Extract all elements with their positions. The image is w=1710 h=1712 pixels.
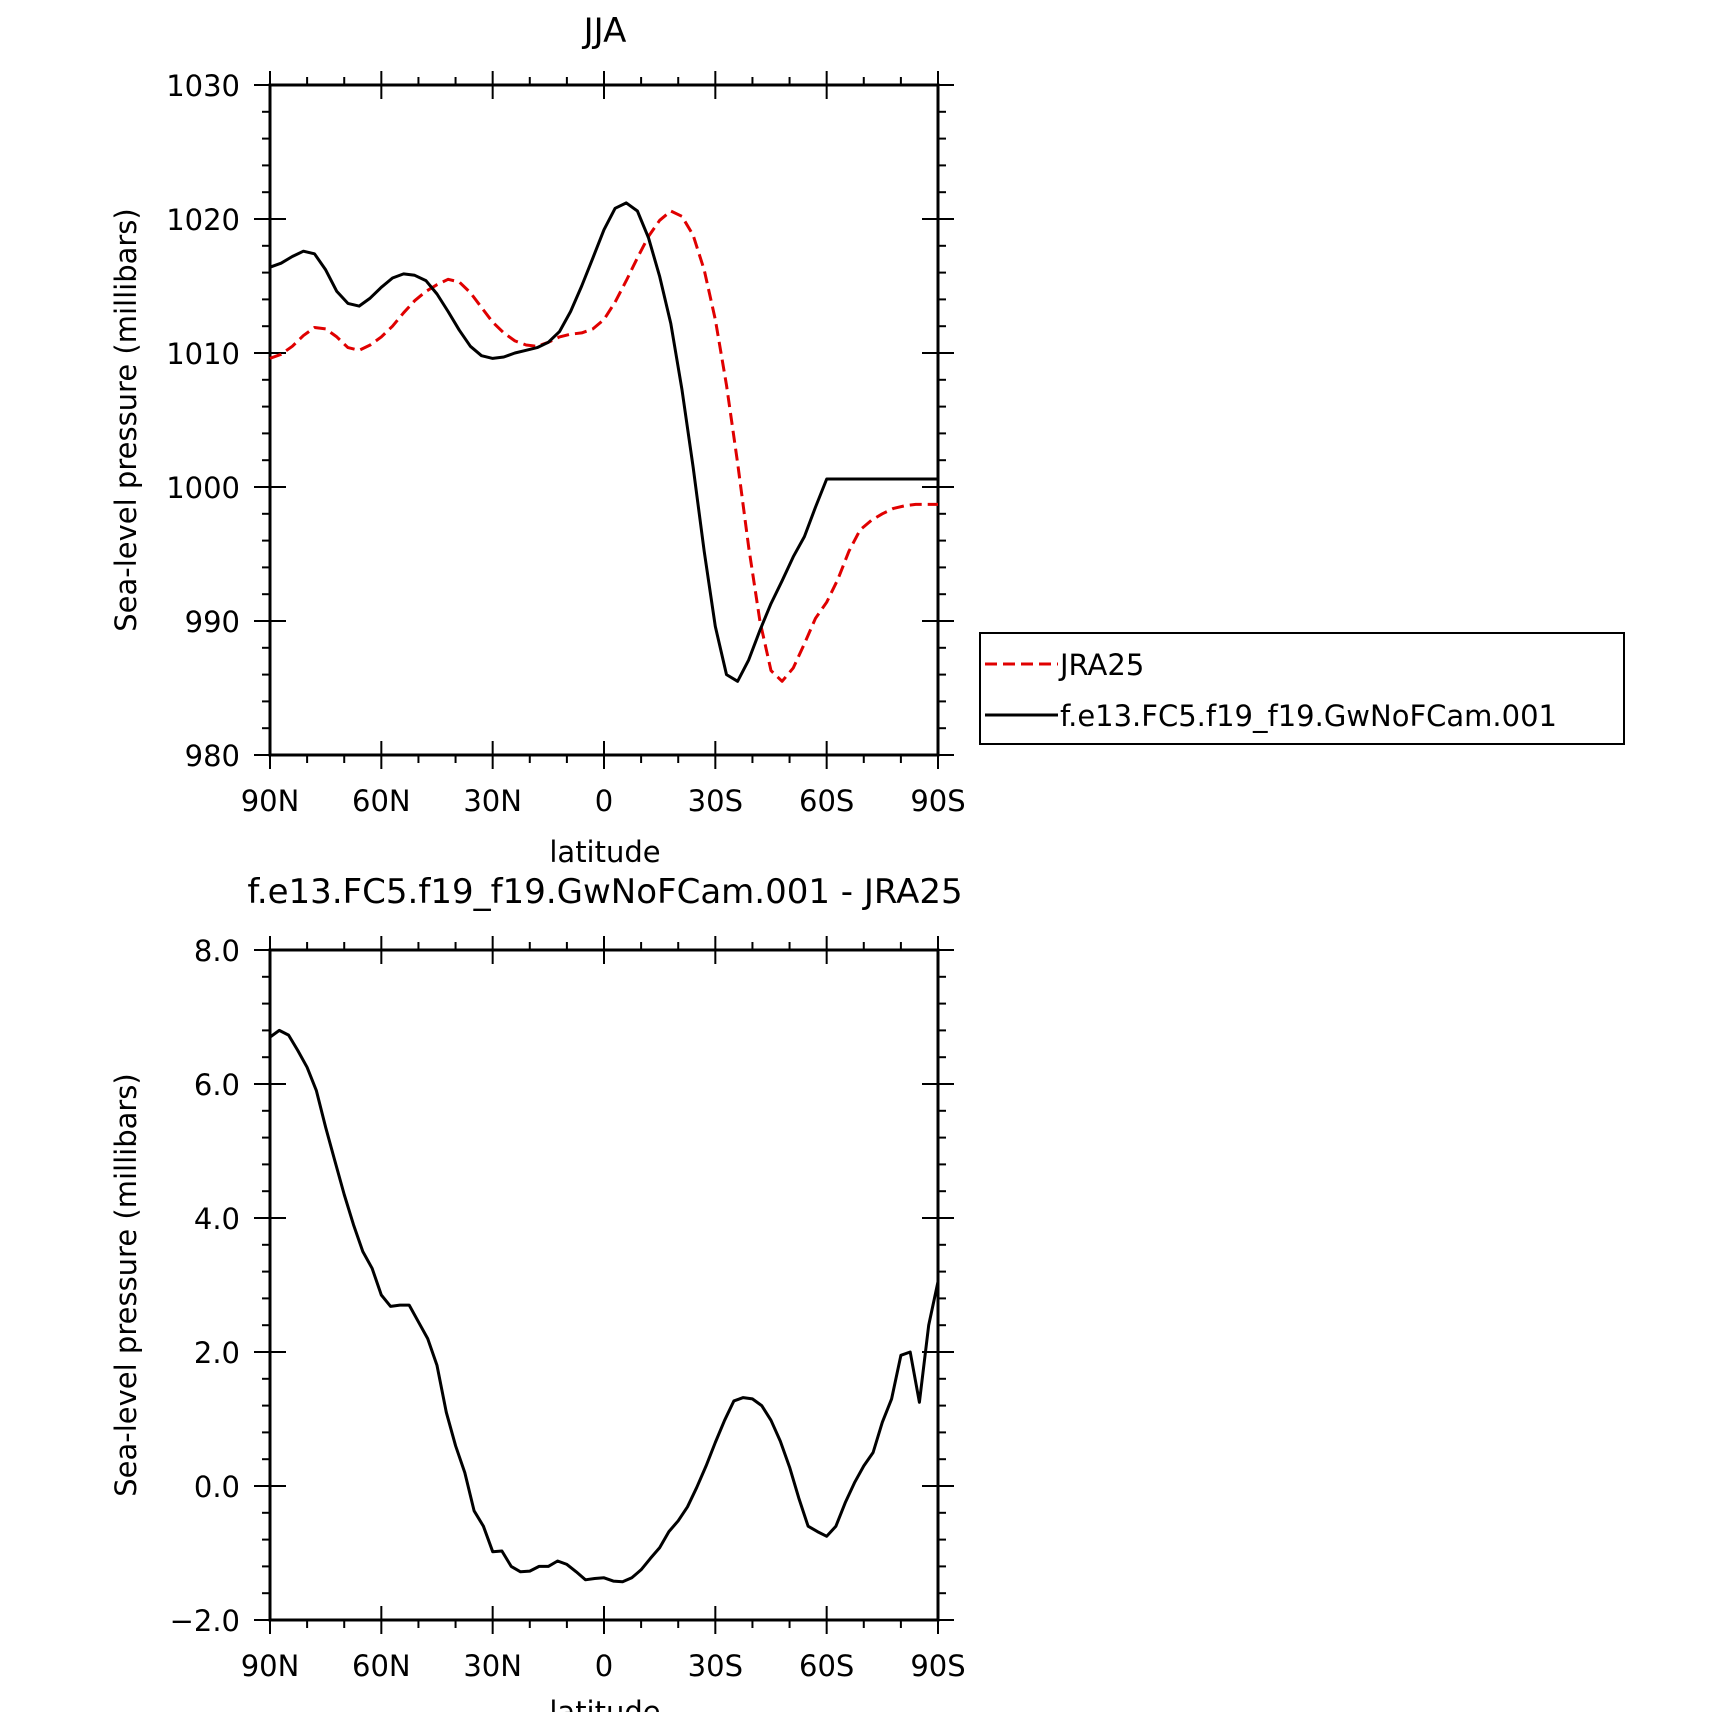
y-tick-label: −2.0: [170, 1604, 240, 1638]
legend-box: [979, 632, 1625, 745]
top-plot-frame: [268, 83, 940, 757]
x-tick-label: 60S: [799, 1649, 854, 1683]
bottom-plot-x-axis-label: latitude: [549, 1695, 660, 1712]
x-tick-label: 90N: [241, 784, 300, 818]
y-tick-label: 6.0: [194, 1068, 240, 1102]
y-tick-label: 0.0: [194, 1470, 240, 1504]
legend-label-model: f.e13.FC5.f19_f19.GwNoFCam.001: [1060, 699, 1557, 733]
y-tick-label: 990: [185, 605, 240, 639]
top-plot-y-axis-label: Sea-level pressure (millibars): [109, 208, 143, 631]
x-tick-label: 30S: [688, 784, 743, 818]
bottom-plot: f.e13.FC5.f19_f19.GwNoFCam.001 - JRA25 −…: [109, 872, 966, 1712]
y-tick-label: 1030: [166, 69, 240, 103]
x-tick-label: 0: [595, 1649, 613, 1683]
y-tick-label: 1010: [166, 337, 240, 371]
x-tick-label: 60N: [352, 784, 411, 818]
x-tick-label: 30S: [688, 1649, 743, 1683]
bottom-plot-x-tick-labels: 90N 60N 30N 0 30S 60S 90S: [241, 1649, 966, 1683]
y-tick-label: 1000: [166, 471, 240, 505]
x-tick-label: 0: [595, 784, 613, 818]
top-plot-y-tick-labels: 980 990 1000 1010 1020 1030: [166, 69, 240, 773]
y-tick-label: 2.0: [194, 1336, 240, 1370]
top-plot: JJA 980 990 1000 1010 1020 1030 90N 60N 30N 0 30S…: [109, 11, 1625, 869]
x-tick-label: 90S: [910, 784, 965, 818]
bottom-plot-title: f.e13.FC5.f19_f19.GwNoFCam.001 - JRA25: [247, 872, 962, 912]
series-line-0: [269, 1028, 940, 1584]
top-plot-title: JJA: [582, 11, 627, 51]
legend-label-jra25: JRA25: [1058, 648, 1144, 682]
legend: JRA25 f.e13.FC5.f19_f19.GwNoFCam.001: [979, 632, 1625, 745]
x-tick-label: 90N: [241, 1649, 300, 1683]
top-plot-x-axis-label: latitude: [549, 835, 660, 869]
bottom-plot-y-axis-label: Sea-level pressure (millibars): [109, 1073, 143, 1496]
y-tick-label: 1020: [166, 203, 240, 237]
bottom-plot-series: [269, 1028, 940, 1584]
y-tick-label: 980: [185, 739, 240, 773]
series-line-0: [269, 209, 938, 683]
top-plot-series: [269, 201, 938, 683]
top-plot-ticks: [254, 71, 954, 769]
x-tick-label: 30N: [463, 1649, 522, 1683]
x-tick-label: 30N: [463, 784, 522, 818]
y-tick-label: 4.0: [194, 1202, 240, 1236]
series-line-1: [269, 201, 938, 683]
x-tick-label: 60N: [352, 1649, 411, 1683]
bottom-plot-ticks: [254, 936, 954, 1634]
x-tick-label: 60S: [799, 784, 854, 818]
y-tick-label: 8.0: [194, 934, 240, 968]
bottom-plot-y-tick-labels: −2.0 0.0 2.0 4.0 6.0 8.0: [170, 934, 240, 1638]
x-tick-label: 90S: [910, 1649, 965, 1683]
top-plot-x-tick-labels: 90N 60N 30N 0 30S 60S 90S: [241, 784, 966, 818]
